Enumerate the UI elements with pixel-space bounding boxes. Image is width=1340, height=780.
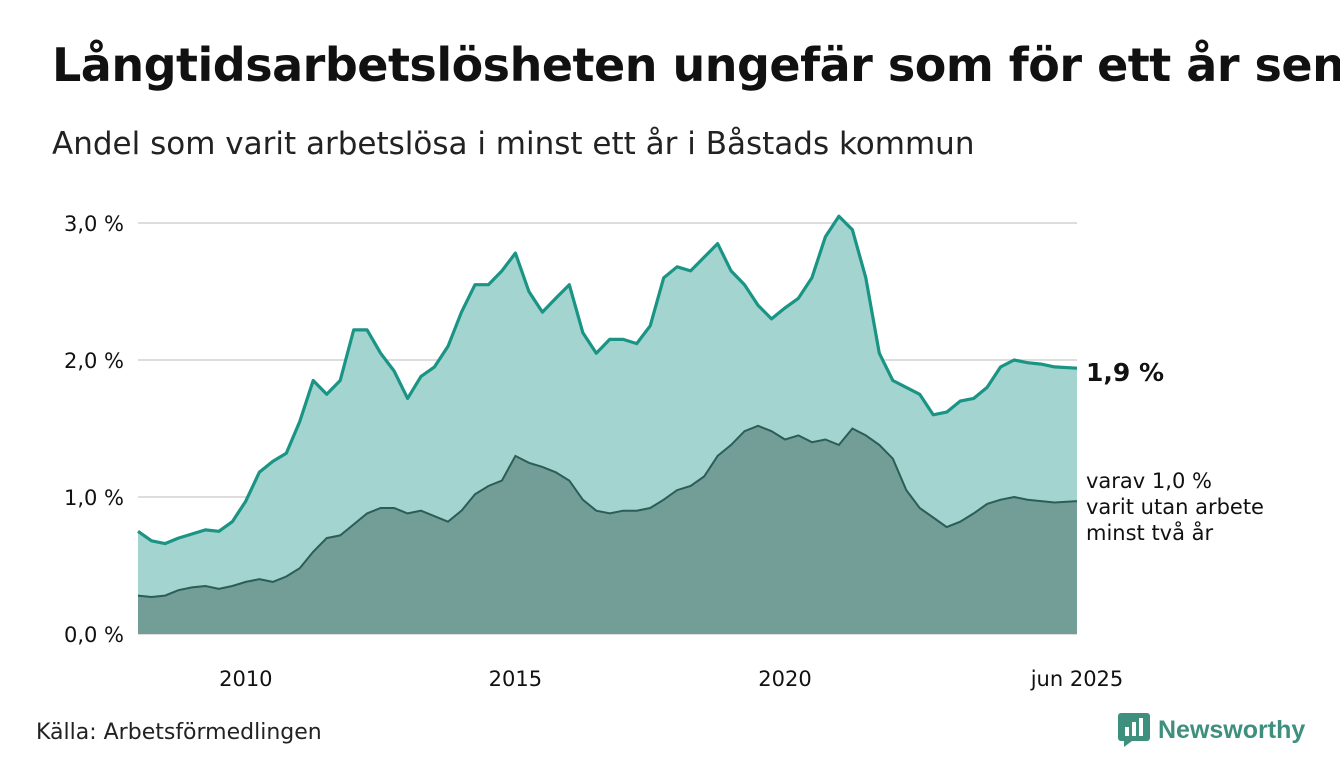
y-tick-label: 1,0 % bbox=[64, 486, 124, 510]
source-note: Källa: Arbetsförmedlingen bbox=[36, 720, 322, 745]
main-series-line bbox=[137, 214, 1078, 546]
newsworthy-logo-icon bbox=[1118, 713, 1150, 747]
sub-annotation-line-1: varav 1,0 % bbox=[1086, 469, 1212, 493]
y-tick-label: 3,0 % bbox=[64, 212, 124, 236]
y-axis-labels: 0,0 % 1,0 % 2,0 % 3,0 % bbox=[64, 212, 124, 647]
brand-name: Newsworthy bbox=[1158, 715, 1306, 744]
sub-annotation-line-3: minst två år bbox=[1086, 520, 1214, 545]
sub-series-line bbox=[137, 424, 1078, 599]
chart-subtitle: Andel som varit arbetslösa i minst ett å… bbox=[52, 126, 975, 162]
y-tick-label: 0,0 % bbox=[64, 623, 124, 647]
x-tick-label: 2020 bbox=[758, 667, 811, 691]
x-tick-label: 2010 bbox=[219, 667, 272, 691]
x-axis-labels: 2010 2015 2020 jun 2025 bbox=[219, 667, 1123, 691]
sub-annotation-line-2: varit utan arbete bbox=[1086, 495, 1264, 519]
y-tick-label: 2,0 % bbox=[64, 349, 124, 373]
chart-title: Långtidsarbetslösheten ungefär som för e… bbox=[52, 38, 1340, 92]
main-value-label: 1,9 % bbox=[1086, 358, 1164, 387]
sub-series-area bbox=[138, 425, 1077, 634]
x-tick-label: 2015 bbox=[489, 667, 542, 691]
x-tick-label: jun 2025 bbox=[1030, 667, 1124, 691]
brand-logo: Newsworthy bbox=[1118, 713, 1305, 747]
